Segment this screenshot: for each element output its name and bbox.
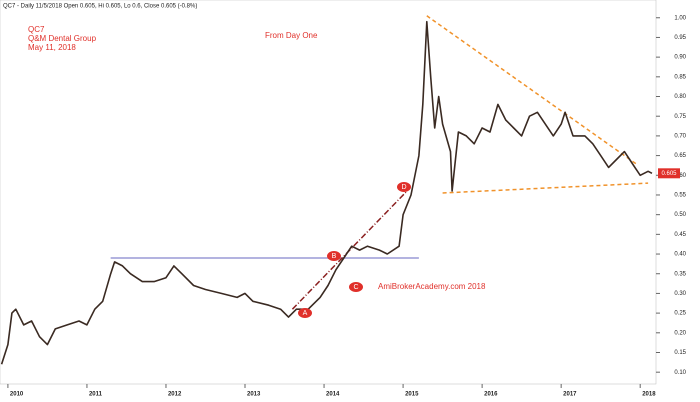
annotation: A xyxy=(303,310,308,317)
y-tick-label: 0.20 xyxy=(674,330,686,336)
y-tick-label: 0.70 xyxy=(674,133,686,139)
annotation-marker xyxy=(298,308,312,318)
y-tick-label: 0.45 xyxy=(674,232,686,238)
y-tick-label: 0.50 xyxy=(674,212,686,218)
chart-subtitle: Q&M Dental Group xyxy=(28,34,97,43)
y-tick-label: 0.95 xyxy=(674,35,686,41)
y-tick-label: 0.25 xyxy=(674,311,686,317)
x-tick-label: 2014 xyxy=(326,392,340,398)
trend-line xyxy=(442,182,649,194)
x-tick-label: 2016 xyxy=(484,392,498,398)
plot-area xyxy=(0,0,657,385)
x-tick-label: 2018 xyxy=(642,392,656,398)
y-tick-label: 0.55 xyxy=(674,193,686,199)
price-line xyxy=(0,20,653,365)
y-tick-label: 0.85 xyxy=(674,74,686,80)
x-tick-label: 2010 xyxy=(10,392,24,398)
chart-header: QC7 - Daily 11/5/2018 Open 0.605, Hi 0.6… xyxy=(3,4,197,10)
y-tick-label: 0.60 xyxy=(674,173,686,179)
annotation-marker xyxy=(349,282,363,292)
trend-line xyxy=(426,15,639,166)
y-tick-label: 0.35 xyxy=(674,271,686,277)
annotation: D xyxy=(401,184,406,191)
y-tick-label: 0.65 xyxy=(674,153,686,159)
y-tick-label: 0.15 xyxy=(674,350,686,356)
last-value-label: 0.605 xyxy=(661,171,677,177)
last-value-box xyxy=(658,168,680,179)
annotation: From Day One xyxy=(265,31,318,40)
y-tick-label: 0.90 xyxy=(674,55,686,61)
annotation: AmiBrokerAcademy.com 2018 xyxy=(378,282,486,291)
y-tick-label: 0.80 xyxy=(674,94,686,100)
x-tick-label: 2017 xyxy=(563,392,577,398)
date-label: May 11, 2018 xyxy=(28,43,76,52)
y-tick-label: 0.10 xyxy=(674,370,686,376)
annotation: B xyxy=(332,253,337,260)
x-tick-label: 2012 xyxy=(168,392,182,398)
x-tick-label: 2011 xyxy=(89,392,103,398)
y-tick-label: 1.00 xyxy=(674,15,686,21)
annotation: C xyxy=(353,284,358,291)
y-tick-label: 0.40 xyxy=(674,252,686,258)
annotation-marker xyxy=(327,251,341,261)
y-tick-label: 0.30 xyxy=(674,291,686,297)
x-tick-label: 2015 xyxy=(405,392,419,398)
y-tick-label: 0.75 xyxy=(674,114,686,120)
chart-title: QC7 xyxy=(28,25,45,34)
annotation-marker xyxy=(397,182,411,192)
x-tick-label: 2013 xyxy=(247,392,261,398)
